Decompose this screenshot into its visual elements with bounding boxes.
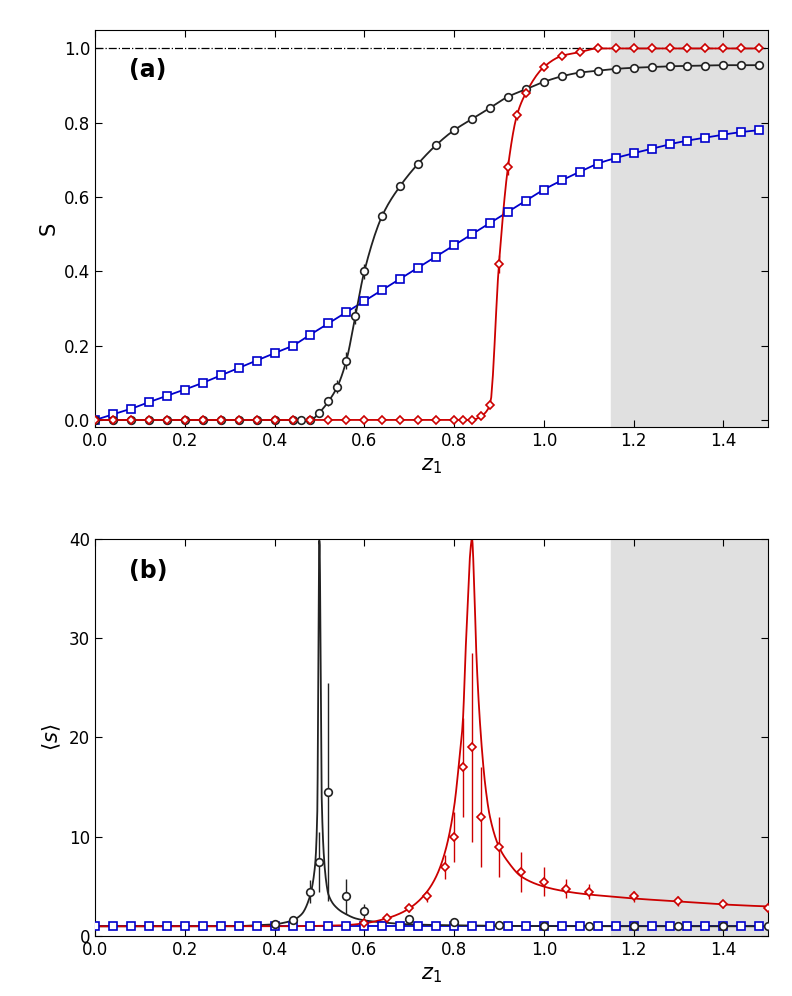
Bar — [611, 539, 790, 936]
Y-axis label: $\langle s \rangle$: $\langle s \rangle$ — [41, 724, 63, 751]
Y-axis label: S: S — [38, 222, 59, 235]
X-axis label: $z_1$: $z_1$ — [421, 456, 442, 476]
X-axis label: $z_1$: $z_1$ — [421, 965, 442, 985]
Bar — [611, 30, 790, 427]
Text: (a): (a) — [128, 58, 166, 82]
Text: (b): (b) — [128, 559, 167, 583]
